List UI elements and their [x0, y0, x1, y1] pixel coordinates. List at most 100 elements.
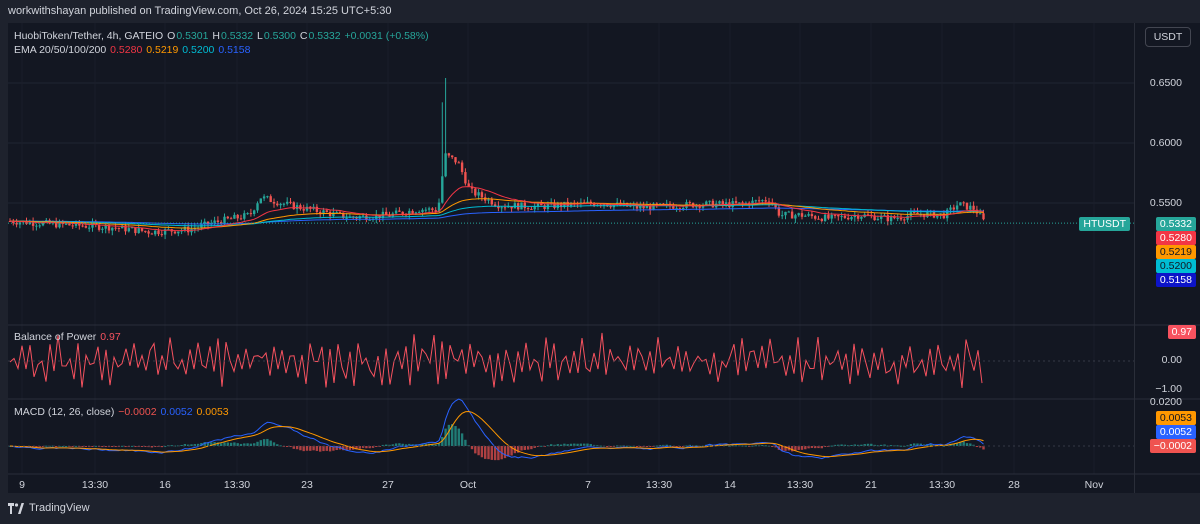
candle-body: [850, 217, 853, 220]
macd-histogram-bar: [764, 445, 767, 447]
macd-histogram-bar: [358, 446, 361, 449]
macd-histogram-bar: [312, 446, 315, 451]
macd-histogram-bar: [35, 446, 38, 448]
open-value: 0.5301: [176, 30, 209, 42]
macd-histogram-bar: [592, 444, 596, 446]
candle-body: [962, 202, 965, 204]
macd-histogram-bar: [761, 445, 764, 447]
macd-histogram-bar: [345, 446, 348, 451]
macd-histogram-bar: [206, 442, 210, 446]
macd-histogram-bar: [856, 444, 860, 446]
candle-body: [35, 225, 38, 227]
macd-histogram-bar: [246, 443, 249, 446]
candle-body: [276, 203, 279, 206]
macd-histogram-bar: [210, 442, 213, 446]
macd-histogram-bar: [955, 442, 959, 446]
macd-histogram-bar: [183, 443, 187, 446]
macd-legend[interactable]: MACD (12, 26, close) −0.0002 0.0052 0.00…: [14, 406, 230, 418]
macd-histogram-bar: [404, 444, 408, 446]
candle-body: [738, 202, 741, 204]
candle-body: [206, 221, 210, 225]
macd-histogram-bar: [276, 444, 279, 446]
macd-histogram-bar: [88, 446, 91, 448]
candle-body: [332, 212, 335, 217]
candle-body: [173, 231, 177, 234]
candle-body: [866, 214, 870, 216]
macd-histogram-bar: [781, 446, 784, 452]
candle-body: [315, 206, 319, 212]
candle-body: [645, 205, 649, 209]
macd-histogram-bar: [328, 446, 332, 452]
macd-histogram-bar: [408, 443, 411, 446]
macd-histogram-bar: [454, 426, 457, 446]
candle-body: [160, 234, 163, 236]
macd-histogram-bar: [662, 444, 665, 446]
candle-body: [74, 222, 78, 226]
macd-histogram-bar: [909, 444, 913, 446]
candle-body: [444, 153, 447, 177]
candle-body: [979, 213, 982, 215]
tradingview-brand[interactable]: TradingView: [8, 502, 90, 514]
macd-histogram-bar: [639, 446, 642, 447]
macd-histogram-bar: [107, 446, 111, 448]
candle-body: [969, 205, 972, 210]
currency-button[interactable]: USDT: [1145, 27, 1191, 47]
candle-body: [903, 219, 906, 221]
macd-histogram-bar: [355, 446, 358, 450]
candle-body: [470, 186, 474, 189]
macd-hist-tag: −0.0002: [1149, 439, 1196, 453]
candle-body: [767, 201, 771, 203]
bop-value: 0.97: [100, 331, 121, 343]
macd-histogram-bar: [147, 446, 150, 448]
candle-body: [860, 216, 863, 219]
macd-histogram-bar: [569, 443, 573, 446]
ema-line-50: [10, 198, 984, 229]
candle-body: [982, 213, 985, 220]
macd-histogram-bar: [553, 444, 556, 446]
candle-body: [55, 222, 58, 228]
macd-histogram-bar: [325, 446, 328, 451]
macd-histogram-bar: [797, 446, 800, 450]
candle-body: [559, 203, 563, 208]
macd-histogram-bar: [302, 446, 305, 452]
candle-body: [741, 202, 744, 204]
macd-histogram-bar: [975, 446, 979, 447]
macd-histogram-bar: [196, 443, 200, 446]
macd-histogram-bar: [807, 446, 810, 449]
macd-histogram-bar: [401, 443, 404, 446]
candle-body: [437, 202, 441, 212]
candle-body: [823, 214, 827, 222]
macd-histogram-bar: [688, 444, 691, 446]
candle-body: [536, 203, 540, 206]
bop-legend[interactable]: Balance of Power 0.97: [14, 331, 122, 343]
candle-body: [477, 192, 480, 196]
macd-histogram-bar: [820, 446, 823, 449]
macd-histogram-bar: [916, 443, 919, 446]
macd-histogram-bar: [460, 433, 464, 446]
macd-histogram-bar: [38, 446, 41, 448]
candle-body: [764, 200, 767, 202]
candle-body: [236, 214, 239, 219]
footer-bar: TradingView: [0, 493, 1200, 524]
candle-body: [147, 231, 150, 234]
macd-histogram-bar: [724, 444, 728, 446]
macd-histogram-bar: [606, 446, 609, 447]
symbol-name: HuobiToken/Tether, 4h, GATEIO: [14, 30, 164, 42]
candle-body: [193, 228, 196, 230]
macd-histogram-bar: [804, 446, 807, 450]
candle-body: [837, 215, 840, 217]
macd-histogram-bar: [510, 446, 513, 456]
macd-histogram-bar: [507, 446, 510, 457]
macd-histogram-bar: [286, 446, 289, 447]
ema-legend[interactable]: EMA 20/50/100/200 0.5280 0.5219 0.5200 0…: [14, 44, 251, 56]
symbol-legend[interactable]: HuobiToken/Tether, 4h, GATEIO O0.5301 H0…: [14, 30, 430, 42]
macd-histogram-bar: [470, 446, 474, 450]
macd-histogram-bar: [573, 443, 576, 446]
time-tick: 13:30: [223, 479, 251, 491]
macd-histogram-bar: [279, 445, 282, 447]
candle-body: [734, 201, 738, 203]
chart-plot-area[interactable]: [8, 23, 1134, 493]
macd-histogram-bar: [266, 438, 269, 446]
candle-body: [503, 207, 507, 209]
